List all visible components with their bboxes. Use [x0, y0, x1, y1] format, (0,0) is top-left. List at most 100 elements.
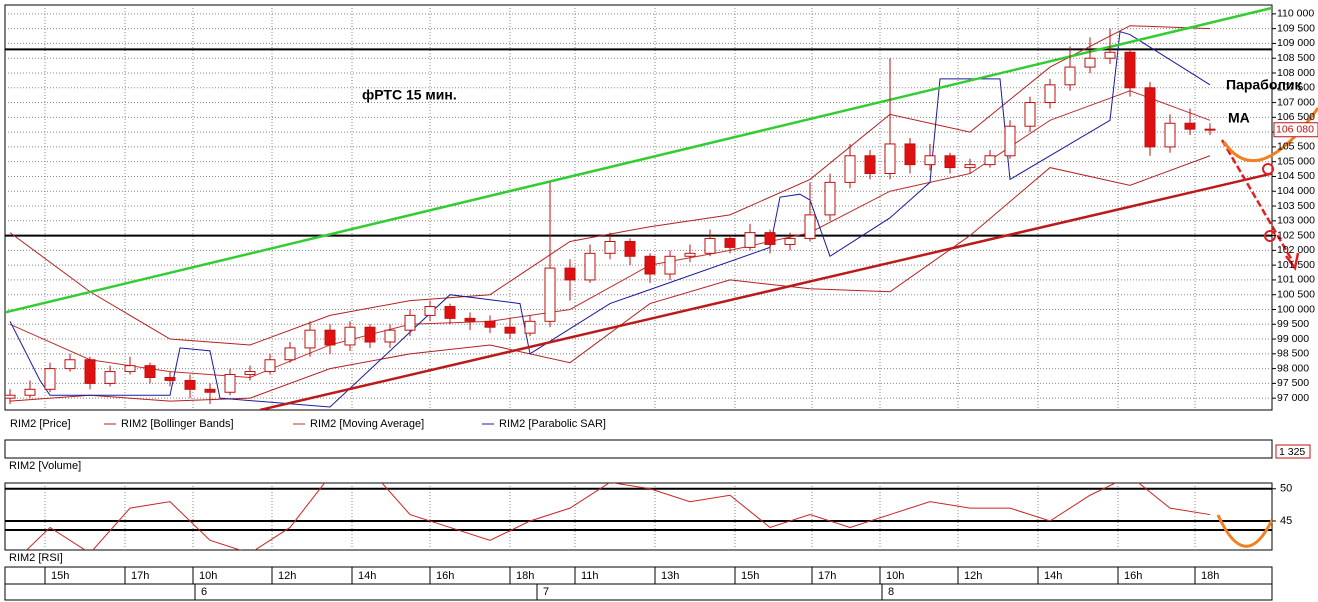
- candle-body: [204, 388, 216, 393]
- x-tick-label: 15h: [741, 570, 759, 582]
- indicator-line: [9, 30, 1211, 408]
- day-label: 6: [201, 586, 207, 598]
- candle-body: [1024, 102, 1036, 127]
- candle-body: [864, 155, 876, 175]
- chart-title: фРТС 15 мин.: [362, 87, 457, 103]
- y-tick-label: 108 500: [1277, 52, 1315, 64]
- forecast-point: [1262, 163, 1274, 175]
- forecast-arrow: [1220, 139, 1295, 263]
- rsi-line: [25, 483, 1211, 550]
- y-tick-label: 103 500: [1277, 200, 1315, 212]
- x-tick-label: 15h: [51, 570, 69, 582]
- y-tick-label: 109 000: [1277, 37, 1315, 49]
- y-tick-label: 107 500: [1277, 82, 1315, 94]
- day-label: 8: [888, 586, 894, 598]
- candle-body: [584, 252, 596, 281]
- candle-body: [1084, 57, 1096, 68]
- candle-body: [64, 359, 76, 370]
- candle-body: [404, 314, 416, 331]
- y-tick-label: 105 500: [1277, 141, 1315, 153]
- y-tick-label: 104 500: [1277, 170, 1315, 182]
- x-tick-label: 12h: [964, 570, 982, 582]
- x-tick-label: 10h: [199, 570, 217, 582]
- y-tick-label: 97 500: [1277, 377, 1309, 389]
- candle-body: [84, 359, 96, 384]
- y-tick-label: 106 500: [1277, 111, 1315, 123]
- candle-body: [444, 306, 456, 319]
- volume-scale-box: [1275, 444, 1311, 459]
- x-tick-label: 17h: [818, 570, 836, 582]
- candle-body: [164, 376, 176, 381]
- candle-body: [704, 238, 716, 254]
- x-tick-label: 18h: [1201, 570, 1219, 582]
- x-tick-label: 14h: [358, 570, 376, 582]
- candle-body: [364, 326, 376, 343]
- y-tick-label: 100 000: [1277, 303, 1315, 315]
- forecast-arrowhead: [1285, 252, 1300, 271]
- last-price-box: [1273, 122, 1318, 138]
- candle-body: [944, 155, 956, 169]
- candle-body: [1064, 66, 1076, 86]
- x-tick-label: 11h: [581, 570, 599, 582]
- candle-body: [744, 232, 756, 248]
- x-tick-label: 17h: [131, 570, 149, 582]
- candle-body: [344, 326, 356, 346]
- candle-body: [484, 320, 496, 328]
- trend-line: [259, 172, 1272, 410]
- volume-label: RIM2 [Volume]: [9, 460, 81, 472]
- rsi-tick-label: 50: [1280, 483, 1292, 495]
- candle-body: [324, 329, 336, 346]
- candle-body: [224, 374, 236, 393]
- volume-panel: [4, 439, 1273, 459]
- x-tick-label: 14h: [1044, 570, 1062, 582]
- annotation: МА: [1228, 110, 1250, 126]
- candle-body: [44, 368, 56, 390]
- y-tick-label: 101 500: [1277, 259, 1315, 271]
- candle-body: [984, 155, 996, 166]
- candle-body: [904, 143, 916, 166]
- candle-body: [824, 181, 836, 216]
- candle-body: [784, 238, 796, 245]
- y-tick-label: 99 000: [1277, 333, 1309, 345]
- y-tick-label: 107 000: [1277, 96, 1315, 108]
- candle-body: [844, 155, 856, 183]
- candle-body: [144, 365, 156, 378]
- y-tick-label: 99 500: [1277, 318, 1309, 330]
- candle-body: [384, 329, 396, 343]
- candle-body: [104, 371, 116, 384]
- y-tick-label: 101 000: [1277, 274, 1315, 286]
- candle-body: [564, 267, 576, 281]
- y-tick-label: 97 000: [1277, 392, 1309, 404]
- candle-body: [464, 317, 476, 322]
- candle-body: [1004, 125, 1016, 157]
- x-tick-label: 18h: [516, 570, 534, 582]
- candle-body: [1184, 122, 1196, 130]
- candle-body: [1204, 128, 1216, 131]
- x-tick-label: 16h: [436, 570, 454, 582]
- y-tick-label: 108 000: [1277, 67, 1315, 79]
- trend-line: [5, 6, 1272, 314]
- candle-body: [624, 240, 636, 257]
- candle-body: [684, 252, 696, 257]
- candle-body: [1124, 51, 1136, 89]
- x-tick-label: 12h: [278, 570, 296, 582]
- legend-label: RIM2 [Parabolic SAR]: [499, 418, 606, 430]
- x-tick-label: 16h: [1124, 570, 1142, 582]
- y-tick-label: 102 000: [1277, 244, 1315, 256]
- y-tick-label: 102 500: [1277, 229, 1315, 241]
- candle-body: [124, 365, 136, 373]
- candle-body: [544, 267, 556, 322]
- y-tick-label: 103 000: [1277, 215, 1315, 227]
- candle-body: [764, 232, 776, 245]
- candle-body: [524, 320, 536, 334]
- forecast-curve: [1216, 514, 1274, 548]
- y-tick-label: 100 500: [1277, 288, 1315, 300]
- candle-body: [5, 394, 16, 399]
- candle-body: [1044, 84, 1056, 104]
- volume-scale-label: 1 325: [1279, 446, 1305, 458]
- x-tick-label: 13h: [661, 570, 679, 582]
- candle-body: [804, 214, 816, 240]
- legend-label: RIM2 [Price]: [10, 418, 71, 430]
- y-tick-label: 104 000: [1277, 185, 1315, 197]
